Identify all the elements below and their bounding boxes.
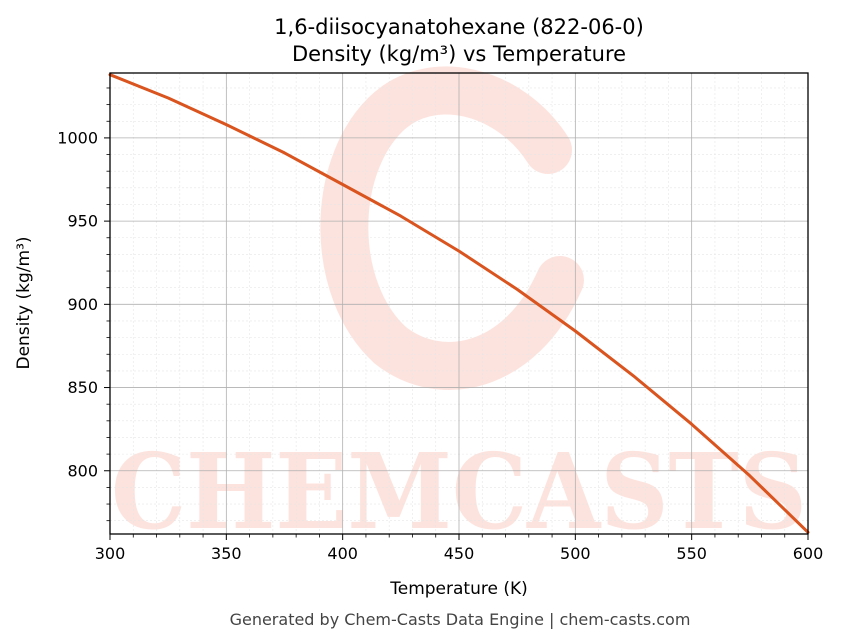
- x-tick-label: 300: [95, 544, 126, 563]
- x-tick-label: 600: [793, 544, 824, 563]
- series-layer: [108, 73, 810, 534]
- y-tick-label: 850: [67, 378, 98, 397]
- x-tick-label: 400: [327, 544, 358, 563]
- x-tick-label: 550: [676, 544, 707, 563]
- axis-ticks: 300 350 400 450 500 550 600 800 850 900 950 1000: [57, 87, 824, 563]
- watermark-swirl: [320, 66, 584, 390]
- density-series-line: [108, 73, 810, 534]
- chart-title-line2: Density (kg/m³) vs Temperature: [292, 42, 626, 66]
- y-tick-label: 900: [67, 295, 98, 314]
- chart-title-line1: 1,6-diisocyanatohexane (822-06-0): [274, 15, 644, 39]
- footer-credit: Generated by Chem-Casts Data Engine | ch…: [230, 610, 691, 629]
- y-tick-label: 1000: [57, 128, 98, 147]
- x-axis-label: Temperature (K): [389, 579, 528, 599]
- x-tick-label: 450: [444, 544, 475, 563]
- y-axis-label: Density (kg/m³): [14, 236, 34, 369]
- y-tick-label: 800: [67, 461, 98, 480]
- x-tick-label: 500: [560, 544, 591, 563]
- y-tick-label: 950: [67, 212, 98, 231]
- x-tick-label: 350: [211, 544, 242, 563]
